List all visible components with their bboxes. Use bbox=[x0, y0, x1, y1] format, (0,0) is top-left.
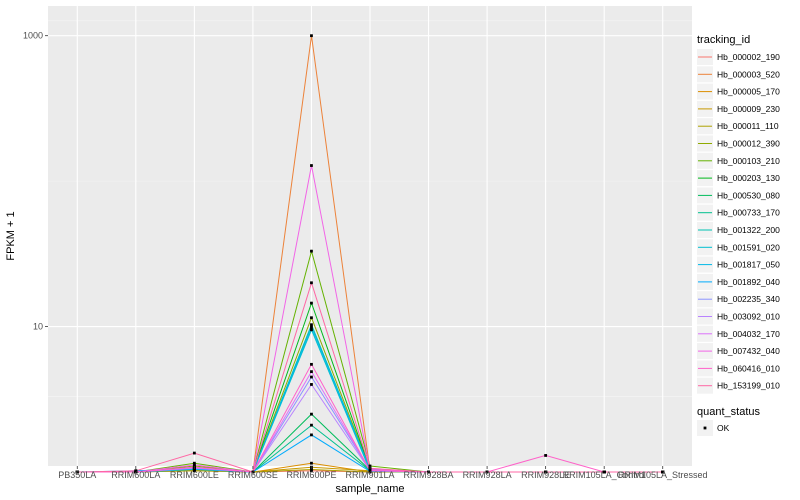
y-tick-label: 10 bbox=[33, 322, 43, 332]
data-point bbox=[310, 34, 313, 38]
x-tick-label: RRIM928BA bbox=[404, 470, 454, 480]
data-point bbox=[544, 454, 548, 457]
legend-quant-label: OK bbox=[717, 423, 730, 433]
data-point bbox=[602, 470, 606, 474]
legend-label: Hb_000203_130 bbox=[717, 173, 780, 183]
legend-label: Hb_001892_040 bbox=[717, 277, 780, 287]
x-tick-label: RRIM105LA_Stressed bbox=[618, 470, 708, 480]
legend-label: Hb_002235_340 bbox=[717, 294, 780, 304]
legend-label: Hb_001817_050 bbox=[717, 260, 780, 270]
data-point bbox=[544, 470, 548, 474]
data-point bbox=[310, 328, 313, 332]
legend-label: Hb_000002_190 bbox=[717, 52, 780, 62]
legend-label: Hb_153199_010 bbox=[717, 381, 780, 391]
data-point bbox=[427, 470, 430, 474]
legend: tracking_id quant_status OK Hb_000002_19… bbox=[697, 34, 780, 436]
x-tick-label: RRIM901LA bbox=[345, 470, 394, 480]
data-point bbox=[310, 412, 313, 416]
y-tick-label: 1000 bbox=[23, 31, 43, 41]
data-point bbox=[310, 323, 313, 327]
x-axis-title: sample_name bbox=[335, 483, 404, 495]
data-point bbox=[310, 468, 313, 471]
legend-label: Hb_000103_210 bbox=[717, 156, 780, 166]
x-axis: PB350LA RRIM600LA RRIM600LE RRIM600SE RRIM60… bbox=[58, 466, 708, 480]
legend-label: Hb_001322_200 bbox=[717, 225, 780, 235]
data-point bbox=[192, 461, 196, 465]
x-tick-label: RRIM928LE bbox=[521, 470, 570, 480]
data-point bbox=[310, 461, 313, 465]
x-tick-label: RRIM600LA bbox=[111, 470, 160, 480]
data-point bbox=[310, 362, 313, 366]
data-point bbox=[310, 301, 313, 305]
legend-label: Hb_000011_110 bbox=[717, 121, 779, 131]
legend-label: Hb_000003_520 bbox=[717, 69, 780, 79]
x-tick-label: RRIM105LA_Control bbox=[563, 470, 646, 480]
legend-label: Hb_000009_230 bbox=[717, 104, 780, 114]
legend-quant-title: quant_status bbox=[697, 406, 760, 418]
data-point bbox=[251, 470, 255, 474]
data-point bbox=[310, 249, 313, 253]
data-point bbox=[192, 451, 196, 455]
legend-label: Hb_000530_080 bbox=[717, 190, 780, 200]
data-point bbox=[192, 463, 196, 467]
data-point bbox=[310, 375, 313, 379]
x-tick-label: RRIM928LA bbox=[463, 470, 512, 480]
legend-label: Hb_003092_010 bbox=[717, 312, 780, 322]
data-point bbox=[485, 470, 489, 474]
legend-title: tracking_id bbox=[697, 34, 750, 46]
legend-label: Hb_000012_390 bbox=[717, 139, 780, 149]
legend-label: Hb_007432_040 bbox=[717, 346, 780, 356]
data-point bbox=[310, 383, 313, 386]
data-point bbox=[310, 281, 313, 285]
data-point bbox=[310, 325, 313, 329]
legend-label: Hb_004032_170 bbox=[717, 329, 780, 339]
data-point bbox=[310, 370, 313, 374]
data-point bbox=[75, 470, 79, 474]
data-point bbox=[310, 433, 313, 437]
legend-quant-point bbox=[703, 426, 707, 430]
x-tick-label: RRIM600LE bbox=[170, 470, 219, 480]
data-point bbox=[310, 316, 313, 320]
data-point bbox=[134, 469, 138, 473]
legend-label: Hb_001591_020 bbox=[717, 242, 780, 252]
x-tick-label: RRIM600PE bbox=[286, 470, 336, 480]
legend-label: Hb_000733_170 bbox=[717, 208, 780, 218]
y-axis-title: FPKM + 1 bbox=[5, 211, 17, 260]
data-point bbox=[368, 469, 372, 473]
data-point bbox=[310, 164, 313, 167]
legend-label: Hb_060416_010 bbox=[717, 363, 780, 373]
grid-lines bbox=[48, 6, 692, 466]
x-tick-label: RRIM600SE bbox=[228, 470, 278, 480]
y-axis: 10 1000 bbox=[23, 31, 48, 332]
data-point bbox=[661, 470, 665, 474]
data-point bbox=[310, 423, 313, 427]
legend-label: Hb_000005_170 bbox=[717, 87, 780, 97]
x-tick-label: PB350LA bbox=[58, 470, 96, 480]
